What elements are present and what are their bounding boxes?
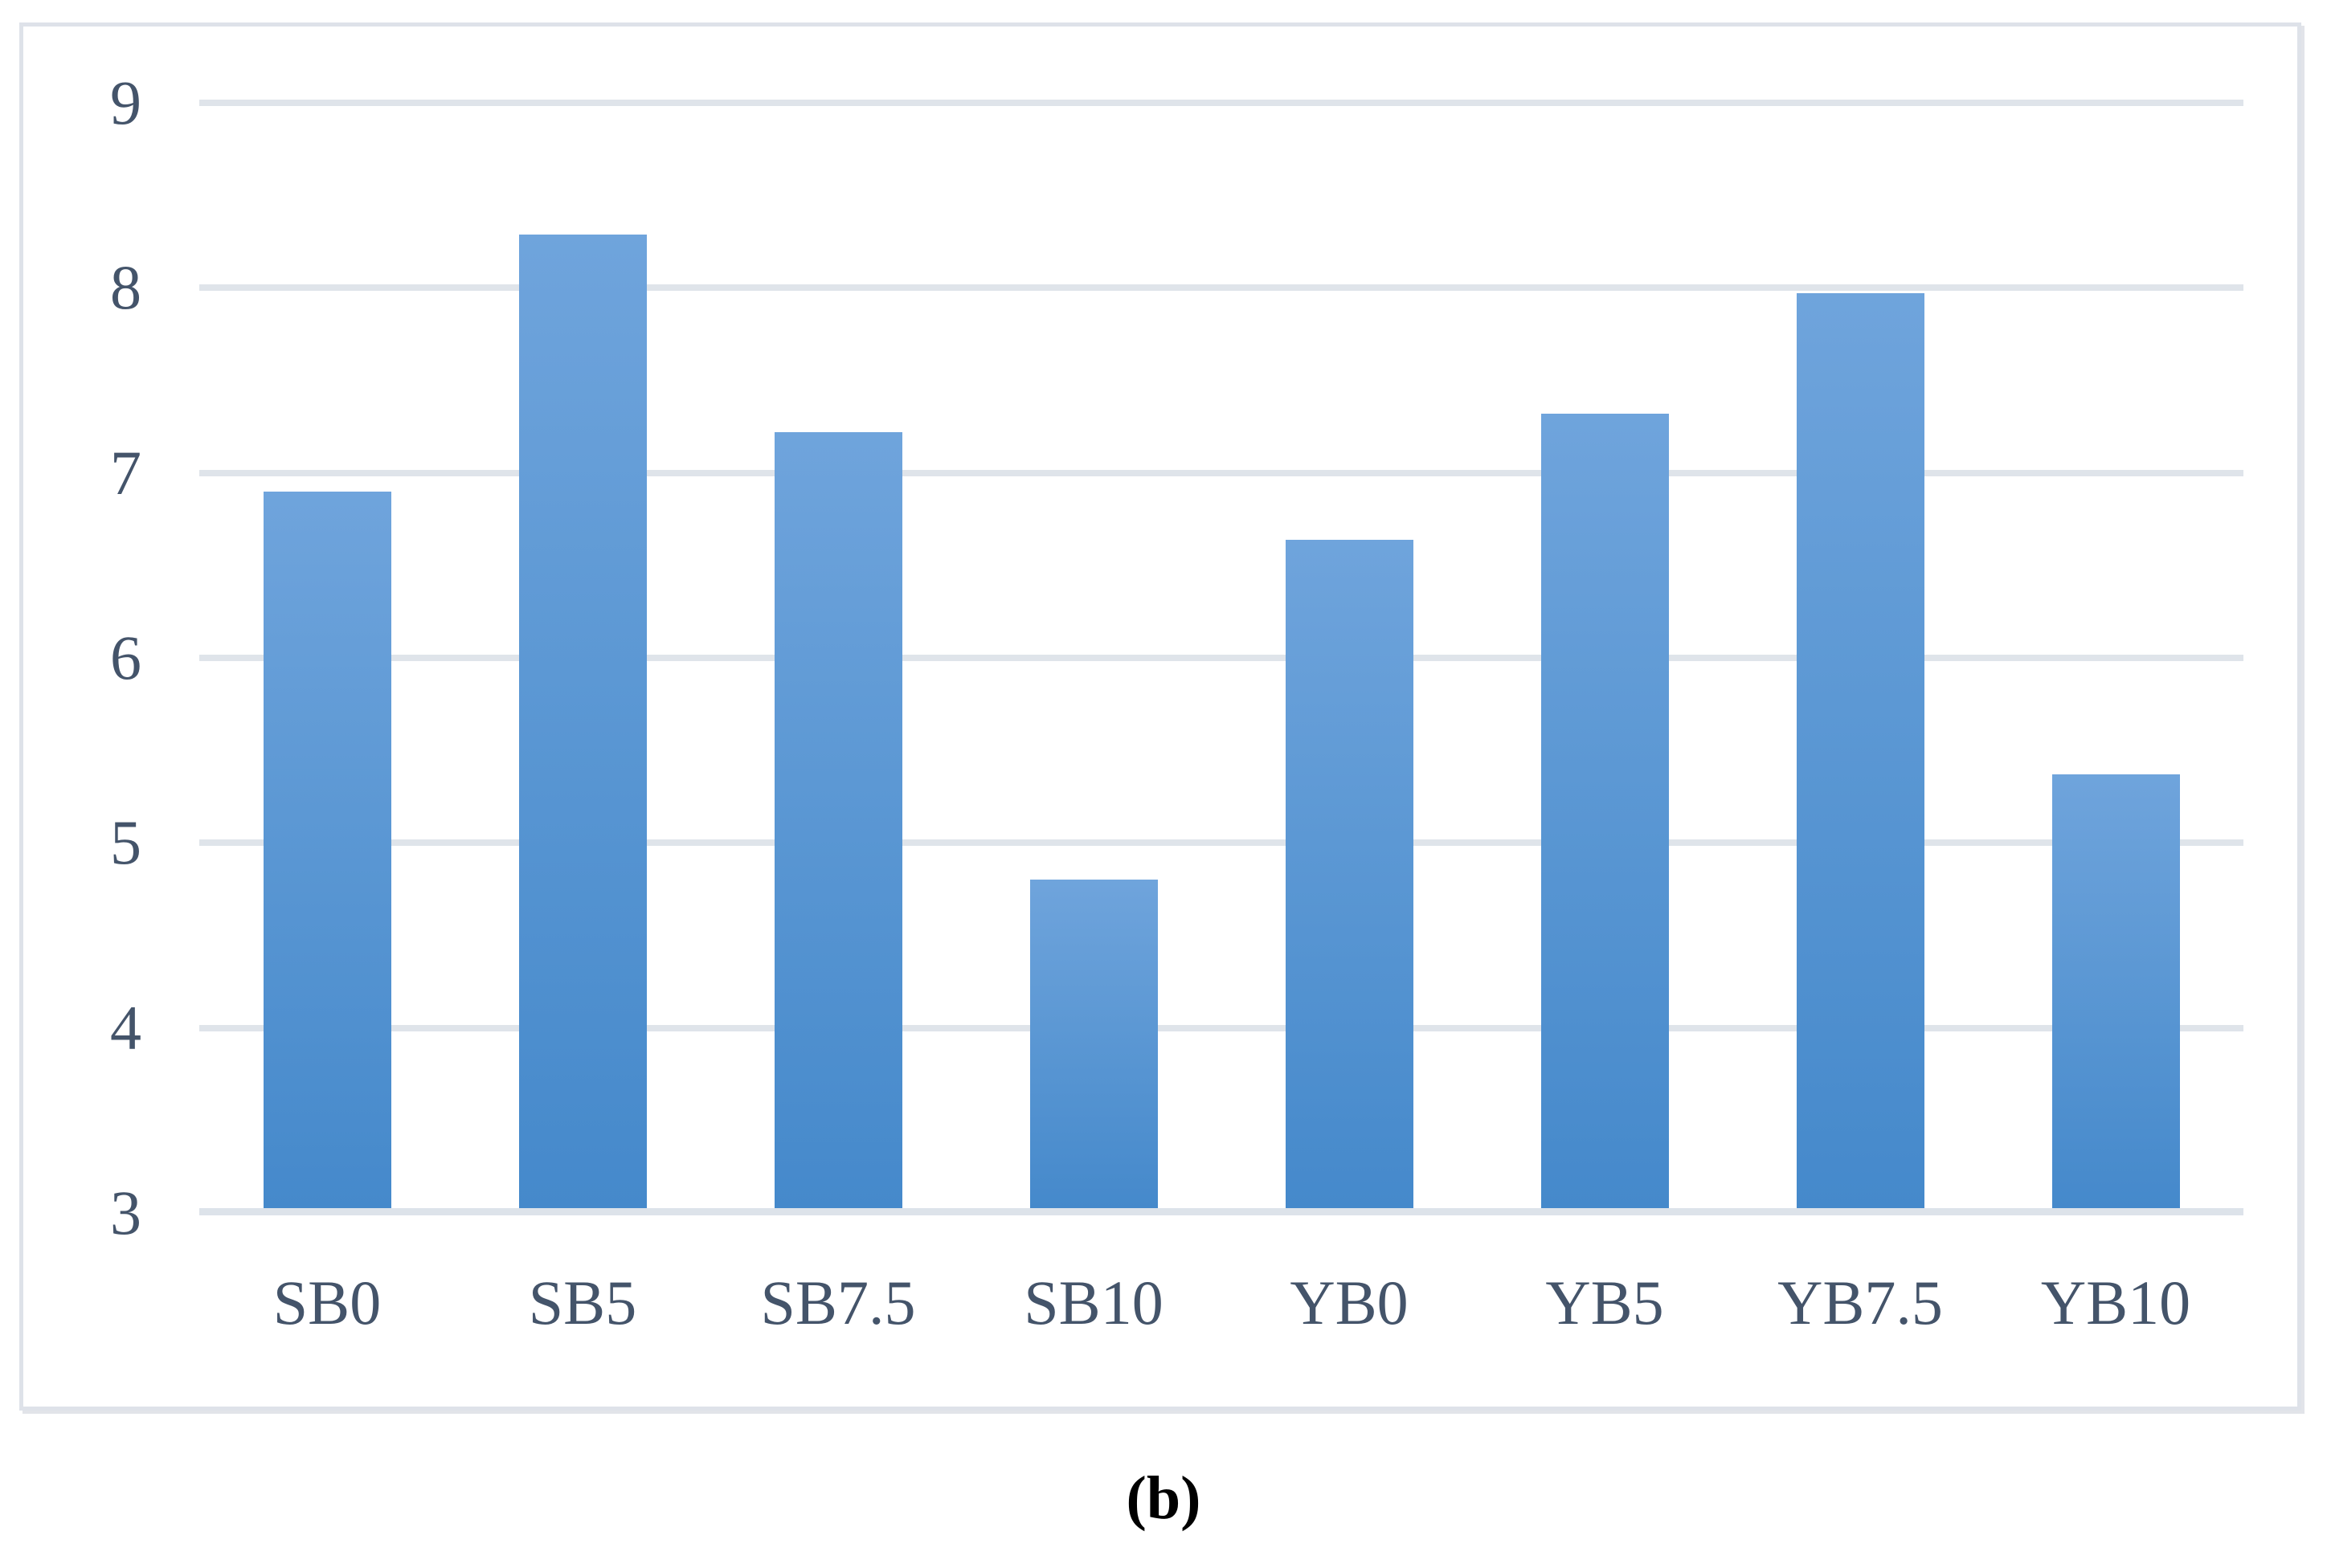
y-tick-label-5: 5 [110, 807, 141, 878]
y-tick-label-4: 4 [110, 992, 141, 1063]
figure-caption-label: (b) [1126, 1464, 1201, 1532]
bar-SB5 [518, 234, 647, 1208]
x-category-label-YB5: YB5 [1545, 1268, 1664, 1337]
x-axis-line [199, 1208, 2243, 1215]
y-tick-label-9: 9 [110, 67, 141, 137]
bar-YB0 [1285, 539, 1413, 1208]
gridline-5 [199, 839, 2243, 847]
x-category-label-SB0: SB0 [272, 1268, 382, 1337]
y-tick-label-7: 7 [110, 437, 141, 508]
bar-YB10 [2051, 774, 2180, 1208]
gridline-8 [199, 284, 2243, 292]
gridline-6 [199, 655, 2243, 661]
x-category-label-SB5: SB5 [528, 1268, 637, 1337]
gridline-7 [199, 469, 2243, 476]
gridline-4 [199, 1024, 2243, 1031]
x-category-label-YB0: YB0 [1290, 1268, 1409, 1337]
x-category-label-YB10: YB10 [2040, 1268, 2191, 1337]
y-tick-label-3: 3 [110, 1178, 141, 1247]
x-category-label-YB7.5: YB7.5 [1777, 1268, 1943, 1337]
bar-SB0 [263, 491, 391, 1208]
x-category-label-SB10: SB10 [1024, 1268, 1164, 1337]
bar-YB7.5 [1796, 293, 1924, 1208]
bar-SB10 [1029, 880, 1158, 1208]
y-tick-label-6: 6 [110, 623, 141, 692]
gridline-9 [199, 100, 2243, 106]
bar-YB5 [1540, 413, 1669, 1208]
bar-SB7.5 [774, 431, 902, 1208]
y-tick-label-8: 8 [110, 252, 141, 323]
x-category-label-SB7.5: SB7.5 [760, 1268, 916, 1337]
